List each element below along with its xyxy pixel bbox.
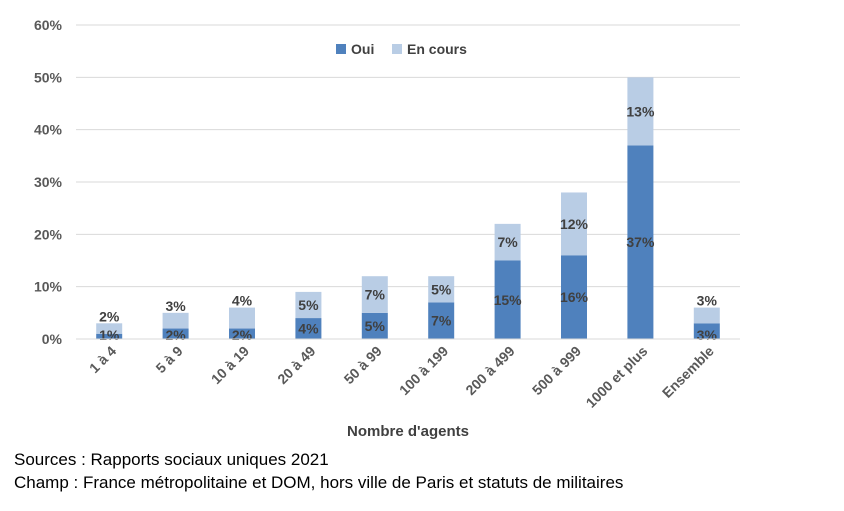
bar-en-cours (627, 77, 654, 146)
bar-oui (229, 328, 255, 339)
x-tick-label: 500 à 999 (529, 343, 585, 399)
bar-oui (627, 145, 654, 339)
bar-en-cours (428, 276, 455, 303)
data-label-oui: 16% (560, 289, 589, 305)
legend-label: En cours (407, 41, 467, 57)
data-label-oui: 7% (431, 313, 452, 329)
bar-oui (295, 318, 322, 339)
y-tick-label: 50% (34, 69, 63, 85)
bar-en-cours (162, 312, 189, 329)
bar-oui (494, 260, 521, 339)
y-tick-label: 60% (34, 17, 63, 33)
bar-oui (693, 323, 720, 339)
data-label-oui: 2% (165, 327, 186, 343)
data-label-en-cours: 4% (232, 293, 253, 309)
data-label-oui: 15% (494, 292, 523, 308)
y-tick-label: 20% (34, 226, 63, 242)
bar-oui (162, 328, 189, 339)
x-tick-label: 1000 et plus (583, 343, 651, 411)
bar-oui (561, 255, 587, 339)
x-tick-label: Ensemble (659, 343, 717, 401)
y-tick-label: 30% (34, 174, 63, 190)
data-label-en-cours: 5% (298, 297, 319, 313)
bar-en-cours (295, 291, 322, 319)
bar-oui (428, 302, 455, 339)
y-tick-label: 10% (34, 279, 63, 295)
sources-note: Sources : Rapports sociaux uniques 2021 (14, 450, 329, 469)
data-label-en-cours: 13% (626, 103, 655, 119)
y-tick-label: 0% (42, 331, 63, 347)
bar-en-cours (693, 307, 720, 324)
bar-en-cours (561, 192, 587, 256)
bar-chart: 0%10%20%30%40%50%60%1%2%1 à 42%3%5 à 92%… (34, 17, 740, 440)
bar-oui (96, 333, 123, 339)
y-tick-label: 40% (34, 122, 63, 138)
x-tick-label: 20 à 49 (274, 343, 318, 387)
data-label-en-cours: 5% (431, 281, 452, 297)
bar-en-cours (494, 223, 521, 261)
x-tick-label: 10 à 19 (208, 343, 252, 387)
data-label-oui: 37% (626, 234, 655, 250)
x-axis-title: Nombre d'agents (347, 423, 469, 440)
data-label-oui: 1% (99, 327, 120, 343)
data-label-oui: 2% (232, 327, 253, 343)
data-label-en-cours: 12% (560, 216, 589, 232)
data-label-en-cours: 7% (497, 234, 518, 250)
data-label-oui: 5% (365, 318, 386, 334)
x-tick-label: 1 à 4 (86, 343, 119, 376)
bar-oui (361, 312, 388, 339)
x-tick-label: 100 à 199 (396, 343, 452, 399)
data-label-oui: 3% (697, 327, 718, 343)
data-label-oui: 4% (298, 321, 319, 337)
bar-en-cours (361, 276, 388, 313)
legend-label: Oui (351, 41, 374, 57)
data-label-en-cours: 7% (365, 287, 386, 303)
legend-swatch (336, 44, 346, 54)
champ-note: Champ : France métropolitaine et DOM, ho… (14, 473, 624, 492)
data-label-en-cours: 2% (99, 308, 120, 324)
bar-en-cours (96, 323, 123, 334)
data-label-en-cours: 3% (697, 293, 718, 309)
data-label-en-cours: 3% (165, 298, 186, 314)
x-tick-label: 5 à 9 (152, 343, 185, 376)
x-tick-label: 50 à 99 (341, 343, 385, 387)
bar-en-cours (229, 307, 255, 329)
x-tick-label: 200 à 499 (462, 343, 518, 399)
legend-swatch (392, 44, 402, 54)
